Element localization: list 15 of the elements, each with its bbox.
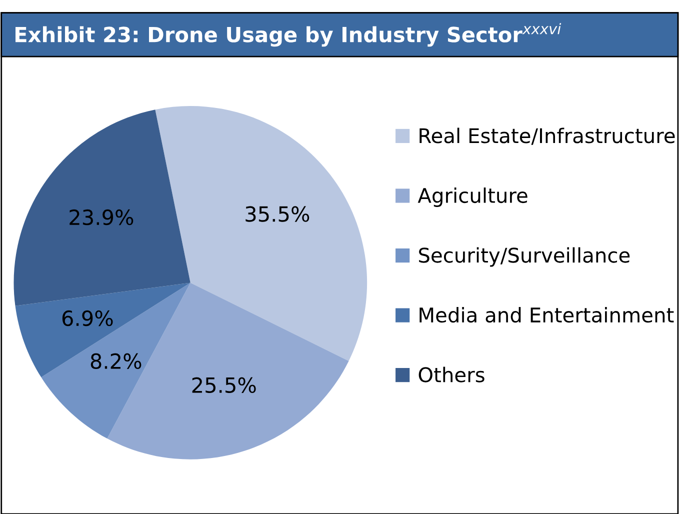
data-label: 23.9% xyxy=(70,209,134,226)
data-label: 8.2% xyxy=(90,353,142,370)
data-label: 35.5% xyxy=(246,206,310,222)
pie-slice xyxy=(15,282,190,378)
pie-slice xyxy=(155,106,368,361)
legend-label: Agriculture xyxy=(418,187,528,207)
legend-label: Real Estate/Infrastructure xyxy=(420,128,675,145)
chart-title: Exhibit 23: Drone Usage by Industry Sector$^{xxxvi}$ xyxy=(16,23,562,47)
data-label: 6.9% xyxy=(62,310,113,326)
legend-label: Others xyxy=(418,366,484,382)
legend-label: Security/Surveillance xyxy=(419,247,630,267)
pie-slice xyxy=(41,282,190,439)
data-label: 25.5% xyxy=(192,377,256,394)
pie-slice xyxy=(14,110,190,306)
legend-label: Media and Entertainment xyxy=(420,307,674,323)
